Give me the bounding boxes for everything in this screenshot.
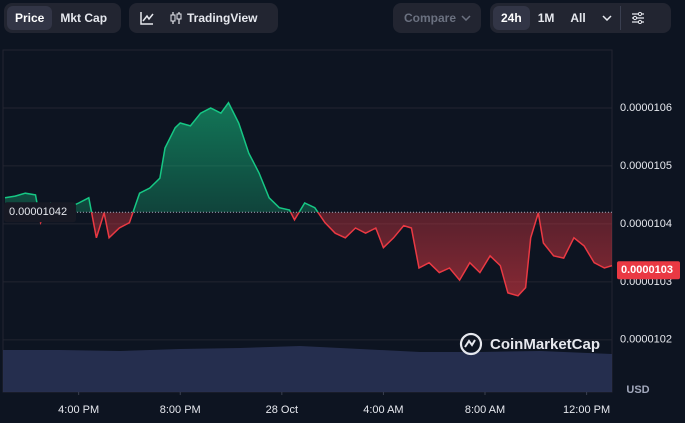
price-line-down [37,212,613,297]
tradingview-button[interactable]: TradingView [162,6,265,30]
x-tick-label: 12:00 PM [563,404,610,416]
chevron [461,15,471,21]
chart: CoinMarketCap USD 0.0000102 0.0000103 0.00… [2,49,680,416]
last-price-tag [617,261,680,280]
settings-button[interactable] [619,6,653,30]
price-line-up [4,101,319,213]
tab[interactable]: 24h [493,6,530,30]
watermark-text: CoinMarketCap [490,336,600,353]
icon [631,12,644,24]
x-tick-label: 4:00 PM [58,404,99,416]
y-tick-label: 0.0000106 [620,102,672,114]
compare-text: Compare [404,11,457,25]
compare-label: Compare [396,6,479,30]
tab[interactable]: 1M [537,11,555,25]
tab[interactable]: Price [7,6,53,30]
x-tick-label: 8:00 PM [160,404,201,416]
compare-dropdown[interactable]: Compare [393,3,481,33]
baseline-label: 0.00001042 [9,206,67,218]
x-tick-label: 8:00 AM [465,404,505,416]
last-price-label: 0.0000103 [621,264,673,276]
line-chart-button[interactable] [132,6,162,30]
chevron [602,15,612,21]
tab[interactable]: Mkt Cap [60,11,108,25]
icon [140,12,154,25]
y-tick-label: 0.0000105 [620,160,672,172]
tradingview-label: TradingView [187,11,258,25]
y-tick-label: 0.0000102 [620,334,672,346]
currency-label: USD [626,384,649,396]
metric-tabs: Price Mkt Cap [4,3,121,33]
watermark: CoinMarketCap [459,332,600,356]
tab[interactable]: All [570,11,586,25]
y-tick-label: 0.0000104 [620,218,672,230]
area-down [38,212,612,296]
range-dropdown[interactable] [594,6,620,30]
range-tabs: 24h 1M All [490,3,671,33]
x-tick-label: 4:00 AM [363,404,403,416]
baseline-tag [4,202,76,223]
volume-bars [3,346,612,392]
area-up [5,102,612,213]
x-tick-label: 28 Oct [266,404,298,416]
chart-tools: TradingView [129,3,278,33]
icon [170,12,182,24]
